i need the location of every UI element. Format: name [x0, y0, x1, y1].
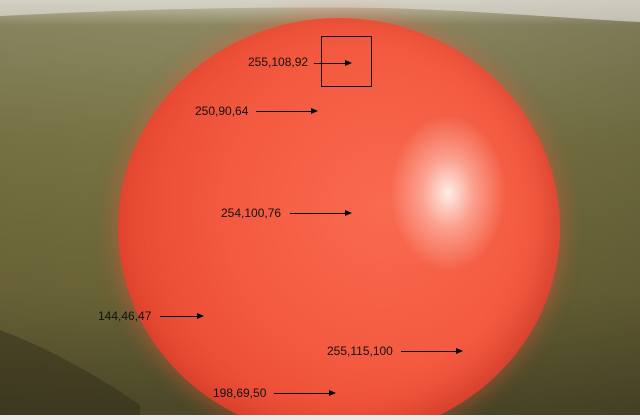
annotation-arrow-center — [290, 210, 352, 216]
red-ball — [118, 18, 560, 420]
sample-region-box — [321, 36, 372, 87]
annotation-arrow-background — [160, 313, 204, 319]
annotation-arrow-lower-right — [401, 348, 463, 354]
annotation-label-lower-right: 255,115,100 — [327, 344, 393, 358]
annotation-arrow-bottom — [274, 390, 336, 396]
image-bottom-border — [0, 415, 640, 420]
annotation-label-top: 255,108,92 — [248, 55, 309, 69]
annotation-label-upper-left: 250,90,64 — [195, 104, 249, 118]
annotation-arrow-upper-left — [256, 108, 318, 114]
annotation-arrow-top — [314, 60, 352, 66]
annotation-label-bottom: 198,69,50 — [213, 386, 267, 400]
annotation-label-center: 254,100,76 — [221, 206, 282, 220]
annotation-label-background: 144,46,47 — [98, 309, 152, 323]
